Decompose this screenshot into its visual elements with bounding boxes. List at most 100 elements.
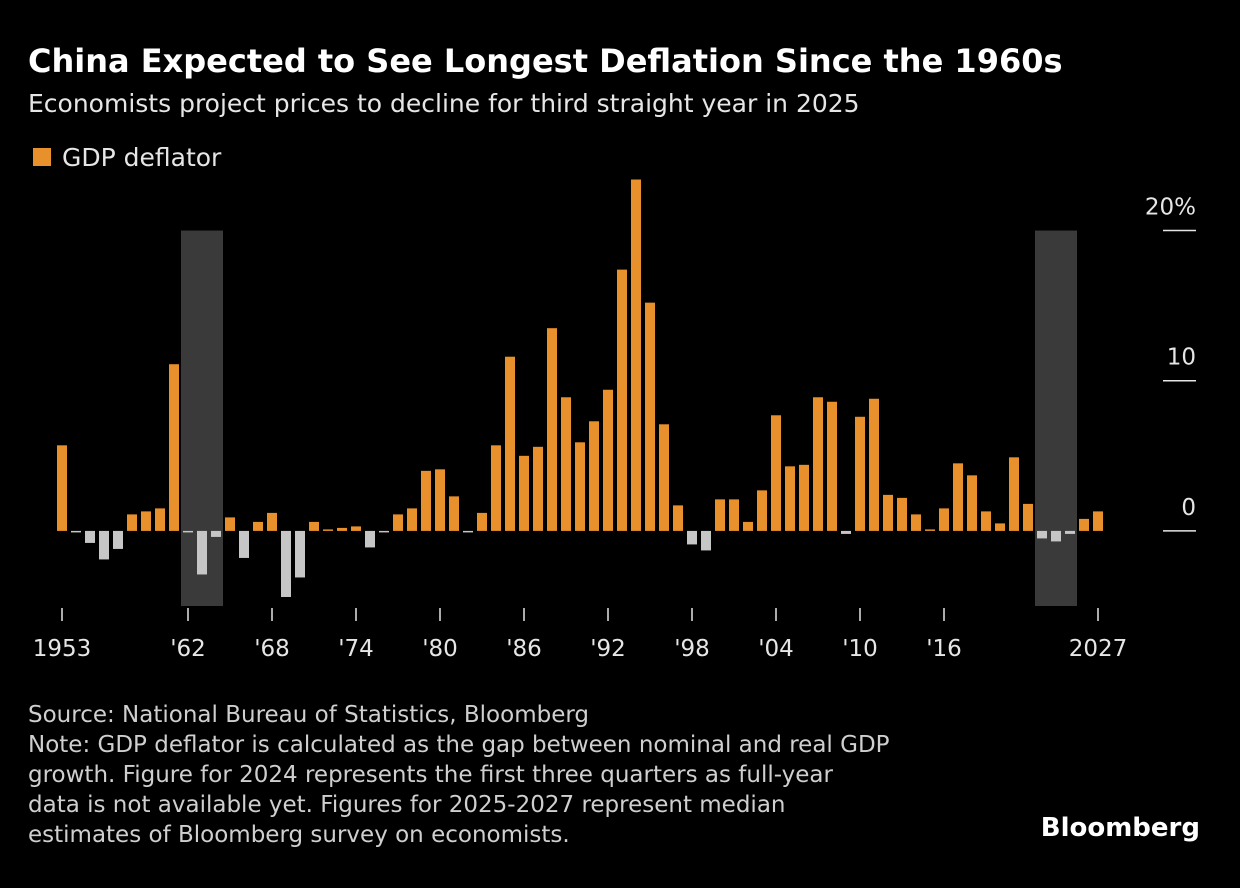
bar bbox=[365, 530, 375, 548]
bar bbox=[225, 517, 235, 531]
bar bbox=[519, 455, 529, 531]
bar bbox=[799, 464, 809, 531]
note-line: Note: GDP deflator is calculated as the … bbox=[28, 732, 890, 758]
chart-title: China Expected to See Longest Deflation … bbox=[28, 42, 1063, 80]
bar bbox=[323, 529, 333, 531]
bar bbox=[1051, 530, 1061, 542]
bar bbox=[197, 530, 207, 575]
bar bbox=[841, 530, 851, 534]
bar bbox=[631, 179, 641, 531]
bar bbox=[1023, 503, 1033, 531]
bar bbox=[785, 466, 795, 531]
chart-subtitle: Economists project prices to decline for… bbox=[28, 89, 860, 118]
bar bbox=[421, 470, 431, 531]
bar bbox=[253, 521, 263, 531]
bar bbox=[183, 530, 193, 533]
note-line: growth. Figure for 2024 represents the f… bbox=[28, 762, 833, 788]
bar bbox=[113, 530, 123, 549]
bar bbox=[673, 505, 683, 531]
y-tick-label: 0 bbox=[1181, 495, 1196, 521]
highlight-period bbox=[1035, 230, 1077, 606]
x-tick-label: '98 bbox=[674, 636, 710, 662]
source: Source: National Bureau of Statistics, B… bbox=[28, 702, 589, 728]
bar bbox=[813, 397, 823, 531]
bar bbox=[99, 530, 109, 560]
bar bbox=[407, 508, 417, 531]
y-tick-label: 10 bbox=[1167, 345, 1196, 371]
bar bbox=[463, 530, 473, 533]
bar bbox=[589, 421, 599, 531]
bar bbox=[911, 514, 921, 531]
bar bbox=[1009, 457, 1019, 531]
bar bbox=[505, 356, 515, 531]
x-tick-label: '92 bbox=[590, 636, 626, 662]
bar bbox=[169, 364, 179, 531]
bar bbox=[337, 527, 347, 531]
bar bbox=[435, 469, 445, 531]
bar bbox=[57, 445, 67, 531]
x-tick-label: '16 bbox=[926, 636, 962, 662]
bar bbox=[981, 511, 991, 531]
y-tick-label: 20% bbox=[1145, 195, 1196, 221]
bar bbox=[477, 512, 487, 531]
x-tick-label: '04 bbox=[758, 636, 794, 662]
bar bbox=[659, 424, 669, 531]
bar bbox=[449, 496, 459, 531]
bar bbox=[211, 530, 221, 537]
bar bbox=[1037, 530, 1047, 539]
bar bbox=[771, 415, 781, 531]
bar bbox=[925, 529, 935, 531]
bar bbox=[281, 530, 291, 597]
x-tick-label: '10 bbox=[842, 636, 878, 662]
bar bbox=[239, 530, 249, 558]
bar bbox=[575, 442, 585, 531]
bar bbox=[603, 389, 613, 531]
bar bbox=[155, 508, 165, 531]
legend-swatch bbox=[33, 148, 51, 166]
x-tick-label: '86 bbox=[506, 636, 542, 662]
bar bbox=[729, 499, 739, 531]
brand: Bloomberg bbox=[1041, 813, 1200, 843]
x-tick-label: '74 bbox=[338, 636, 374, 662]
bar bbox=[939, 508, 949, 531]
bar bbox=[127, 514, 137, 531]
bar bbox=[267, 512, 277, 531]
bar bbox=[715, 499, 725, 531]
bar bbox=[85, 530, 95, 543]
bar bbox=[379, 530, 389, 533]
bar bbox=[547, 328, 557, 531]
bar bbox=[1065, 530, 1075, 534]
bar bbox=[743, 521, 753, 531]
bar bbox=[295, 530, 305, 578]
bar bbox=[687, 530, 697, 545]
bar bbox=[855, 416, 865, 531]
bar bbox=[351, 526, 361, 531]
bar bbox=[995, 523, 1005, 531]
bar bbox=[393, 514, 403, 531]
bar bbox=[967, 475, 977, 531]
bar bbox=[645, 302, 655, 531]
note-line: estimates of Bloomberg survey on economi… bbox=[28, 822, 570, 848]
x-tick-label: 1953 bbox=[33, 636, 92, 662]
x-tick-label: '62 bbox=[170, 636, 206, 662]
bar bbox=[309, 521, 319, 531]
x-tick-label: 2027 bbox=[1069, 636, 1128, 662]
bar bbox=[71, 530, 81, 533]
bar bbox=[491, 445, 501, 531]
bar bbox=[617, 269, 627, 531]
bar bbox=[1093, 511, 1103, 531]
bar bbox=[1079, 518, 1089, 531]
bar bbox=[533, 446, 543, 531]
bar bbox=[141, 511, 151, 531]
bar bbox=[883, 494, 893, 531]
bar bbox=[757, 490, 767, 531]
legend-label: GDP deflator bbox=[62, 143, 222, 172]
x-tick-label: '68 bbox=[254, 636, 290, 662]
bar bbox=[701, 530, 711, 551]
x-tick-label: '80 bbox=[422, 636, 458, 662]
bar bbox=[561, 397, 571, 531]
bar bbox=[953, 463, 963, 531]
note-line: data is not available yet. Figures for 2… bbox=[28, 792, 786, 818]
